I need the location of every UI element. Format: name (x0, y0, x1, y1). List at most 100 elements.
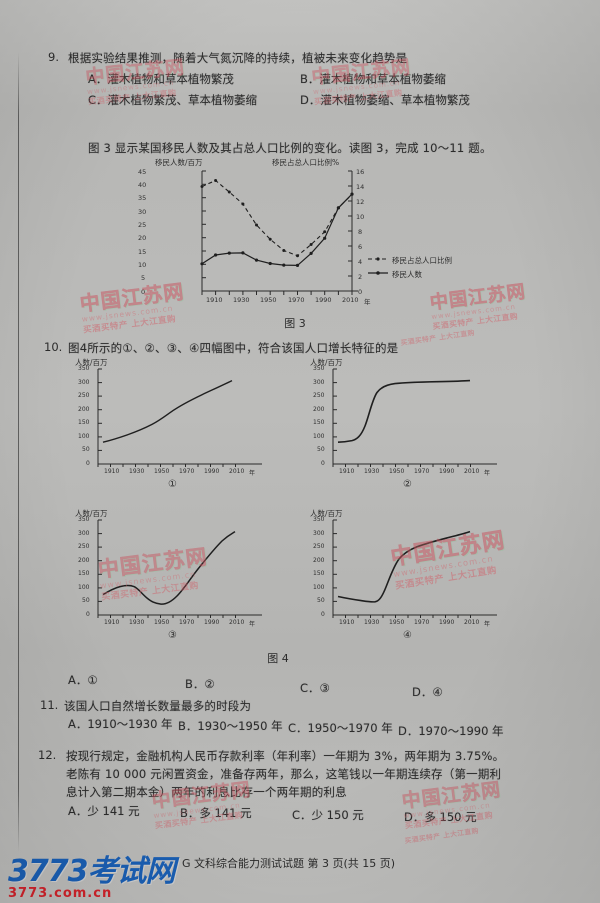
fig4-3-xtick-1910: 1910 (104, 619, 120, 626)
fig4-4-x-axis-label: 年 (484, 621, 491, 628)
fig4-2-plot (332, 368, 497, 467)
question-11-option-c[interactable]: C．1950～1970 年 (288, 721, 393, 735)
fig3-plot (200, 170, 388, 295)
fig3-xtick-1950: 1950 (260, 296, 277, 304)
fig4-3-ytick-300: 300 (78, 530, 90, 537)
fig3-ytick-20: 20 (138, 234, 147, 242)
fig4-2-xtick-1930: 1930 (364, 468, 380, 475)
fig4-1-xtick-1930: 1930 (129, 468, 145, 475)
fig4-1-ytick-350: 350 (78, 365, 90, 372)
fig3-y2tick-8: 8 (358, 228, 363, 236)
fig4-3-plot (97, 519, 262, 618)
fig3-y2tick-2: 2 (358, 273, 363, 281)
fig3-y2tick-14: 14 (356, 183, 365, 191)
fig4-3-ytick-100: 100 (78, 584, 90, 591)
question-9-option-b[interactable]: B．灌木植物和草本植物萎缩 (300, 72, 446, 86)
figure3-caption: 图 3 (284, 317, 306, 330)
fig3-y2tick-0: 0 (358, 288, 363, 296)
fig4-4-xtick-1990: 1990 (439, 619, 455, 626)
question-12-number: 12. (38, 748, 57, 762)
fig3-y2-axis-label: 移民占总人口比例% (272, 158, 340, 167)
fig4-3-xtick-1990: 1990 (204, 619, 220, 626)
fig3-ytick-25: 25 (138, 221, 147, 229)
fig4-3-ytick-350: 350 (78, 516, 90, 523)
fig4-4-ytick-350: 350 (313, 516, 325, 523)
site-domain-text: 3773.com.cn (8, 886, 113, 901)
question-9-option-d[interactable]: D．灌木植物萎缩、草本植物繁茂 (300, 93, 470, 107)
fig4-2-index: ② (403, 479, 412, 490)
fig3-y2tick-16: 16 (356, 168, 365, 176)
fig4-1-ytick-50: 50 (82, 446, 90, 453)
fig4-3-xtick-2010: 2010 (229, 619, 245, 626)
fig4-4-ytick-300: 300 (313, 530, 325, 537)
fig4-2-y-axis-label: 人数/百万 (310, 358, 343, 367)
fig4-4-xtick-1950: 1950 (389, 619, 405, 626)
fig3-y2tick-6: 6 (358, 243, 363, 251)
watermark: 买酒买特产 上大江直购 (404, 826, 480, 846)
question-9-number: 9. (48, 50, 59, 64)
fig4-3-ytick-150: 150 (78, 570, 90, 577)
fig3-xtick-1990: 1990 (315, 296, 332, 304)
fig4-3-xtick-1950: 1950 (154, 619, 170, 626)
fig4-1-y-axis-label: 人数/百万 (75, 358, 108, 367)
figure4-caption: 图 4 (267, 652, 289, 665)
question-10-option-d[interactable]: D．④ (412, 685, 443, 699)
question-12-option-a[interactable]: A．少 141 元 (68, 804, 140, 818)
fig4-4-ytick-250: 250 (313, 543, 325, 550)
question-10-option-c[interactable]: C．③ (300, 681, 330, 695)
watermark-subtitle: 买酒买特产 上大江直购 (82, 314, 177, 336)
question-9-option-c[interactable]: C．灌木植物繁茂、草本植物萎缩 (88, 93, 258, 107)
watermark-subtitle: 买酒买特产 上大江直购 (404, 827, 480, 846)
fig4-1-xtick-2010: 2010 (229, 468, 245, 475)
fig4-3-index: ③ (168, 630, 177, 641)
fig4-2-ytick-0: 0 (321, 460, 325, 467)
fig3-ytick-40: 40 (138, 181, 147, 189)
site-logo[interactable]: 3773考试网 3773.com.cn (8, 846, 175, 901)
fig4-1-ytick-200: 200 (78, 406, 90, 413)
fig4-1-ytick-300: 300 (78, 379, 90, 386)
fig4-1-ytick-100: 100 (78, 433, 90, 440)
fig3-ytick-0: 0 (141, 288, 146, 296)
fig4-2-ytick-50: 50 (317, 446, 325, 453)
question-11-option-a[interactable]: A．1910～1930 年 (68, 717, 173, 731)
question-12-stem-line-1: 按现行规定，金融机构人民币存款利率（年利率）一年期为 3%，两年期为 3.75%… (66, 749, 505, 763)
fig4-2-ytick-250: 250 (313, 392, 325, 399)
question-11-stem: 该国人口自然增长数量最多的时段为 (64, 699, 252, 713)
fig4-4-y-axis-label: 人数/百万 (310, 509, 343, 518)
question-12-option-b[interactable]: B．多 141 元 (180, 806, 252, 820)
question-12-option-c[interactable]: C．少 150 元 (292, 808, 364, 822)
fig4-4-xtick-2010: 2010 (464, 619, 480, 626)
fig4-1-ytick-0: 0 (86, 460, 90, 467)
fig3-xtick-1970: 1970 (288, 296, 305, 304)
fig3-xtick-1910: 1910 (206, 296, 223, 304)
question-11-option-d[interactable]: D．1970～1990 年 (398, 724, 504, 738)
question-12-option-d[interactable]: D．多 150 元 (404, 810, 477, 824)
question-10-option-b[interactable]: B．② (185, 677, 215, 691)
fig4-1-x-axis-label: 年 (249, 470, 256, 477)
fig4-1-xtick-1910: 1910 (104, 468, 120, 475)
fig3-y-axis-label: 移民人数/百万 (155, 158, 203, 167)
question-10-option-a[interactable]: A．① (68, 673, 98, 687)
fig4-3-xtick-1970: 1970 (179, 619, 195, 626)
fig4-4-index: ④ (403, 630, 412, 641)
fig3-ytick-5: 5 (141, 274, 146, 282)
fig4-4-ytick-0: 0 (321, 611, 325, 618)
fig3-ytick-10: 10 (138, 261, 147, 269)
fig3-xtick-2010: 2010 (342, 296, 359, 304)
fig4-1-ytick-250: 250 (78, 392, 90, 399)
question-9-option-a[interactable]: A．灌木植物和草本植物繁茂 (88, 72, 234, 86)
page-footer-label: G 文科综合能力测试试题 第 3 页(共 15 页) (182, 857, 396, 870)
fig4-4-xtick-1910: 1910 (339, 619, 355, 626)
question-10-number: 10. (44, 340, 63, 354)
watermark-subtitle: 买酒买特产 上大江直购 (432, 312, 519, 332)
fig3-y2tick-12: 12 (356, 198, 365, 206)
fig3-ytick-15: 15 (138, 248, 147, 256)
question-11-option-b[interactable]: B．1930～1950 年 (178, 719, 283, 733)
fig3-y2tick-4: 4 (358, 258, 363, 266)
fig4-2-ytick-200: 200 (313, 406, 325, 413)
fig4-1-ytick-150: 150 (78, 419, 90, 426)
fig4-1-plot (97, 368, 262, 467)
fig4-2-xtick-1970: 1970 (414, 468, 430, 475)
